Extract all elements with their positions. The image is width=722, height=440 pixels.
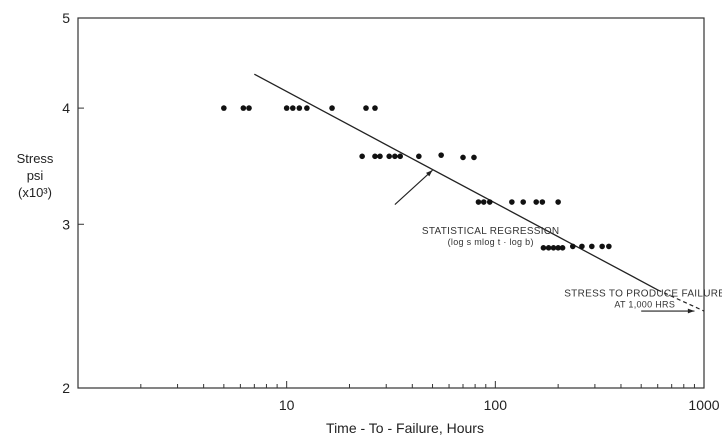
data-point: [372, 153, 378, 160]
data-point: [438, 152, 444, 158]
data-points: [221, 105, 612, 251]
data-point: [416, 153, 422, 160]
y-axis-label-line: psi: [26, 168, 44, 183]
data-point: [540, 245, 547, 251]
data-point: [520, 199, 526, 205]
data-point: [550, 245, 557, 251]
y-tick-label: 3: [62, 216, 70, 232]
annotation-text: AT 1,000 HRS: [614, 299, 675, 309]
y-axis-label-line: (x10³): [18, 185, 52, 200]
data-point: [559, 245, 566, 251]
data-point: [304, 105, 310, 111]
y-axis-ticks: 2 3 4 5: [62, 10, 84, 396]
plot-frame: [77, 17, 705, 389]
data-point: [296, 105, 303, 111]
y-tick-label: 4: [62, 100, 70, 116]
annotation-arrow: [394, 169, 433, 205]
data-point: [606, 243, 612, 250]
data-point: [240, 105, 247, 111]
data-point: [509, 199, 515, 205]
annotation-text: (log s mlog t · log b): [448, 237, 534, 247]
data-point: [283, 105, 290, 111]
data-point: [363, 105, 369, 111]
data-point: [545, 245, 552, 251]
data-point: [475, 199, 482, 205]
data-point: [397, 153, 403, 160]
y-axis-label: Stress psi (x10³): [8, 150, 62, 201]
data-point: [486, 199, 493, 205]
x-tick-label: 100: [484, 397, 508, 413]
x-tick-label: 1000: [688, 397, 719, 413]
annotation-arrowhead: [426, 170, 433, 177]
data-point: [377, 153, 383, 160]
data-point: [221, 105, 227, 111]
regression-lines: [254, 73, 705, 312]
x-axis-ticks: 10 100 1000: [140, 381, 720, 413]
data-point: [589, 243, 595, 250]
data-point: [533, 199, 540, 205]
data-point: [386, 153, 392, 160]
data-point: [579, 243, 585, 250]
data-point: [480, 199, 487, 205]
regression-line: [254, 73, 659, 291]
annotation-text: STRESS TO PRODUCE FAILURE: [564, 288, 722, 299]
data-point: [372, 105, 378, 111]
data-point: [329, 105, 335, 111]
data-point: [460, 154, 466, 161]
data-point: [392, 153, 398, 160]
annotation-arrowhead: [687, 308, 695, 314]
annotation-text: STATISTICAL REGRESSION: [422, 226, 560, 237]
x-tick-label: 10: [279, 397, 295, 413]
data-point: [359, 153, 365, 160]
data-point: [539, 199, 546, 205]
data-point: [471, 154, 477, 161]
y-tick-label: 2: [62, 380, 70, 396]
data-point: [569, 243, 576, 250]
data-point: [289, 105, 296, 111]
data-point: [246, 105, 252, 111]
regression-extrapolation: [657, 289, 705, 312]
x-axis-label: Time - To - Failure, Hours: [326, 420, 484, 436]
y-tick-label: 5: [62, 10, 70, 26]
data-point: [555, 199, 561, 205]
y-axis-label-line: Stress: [16, 151, 54, 166]
annotations: STATISTICAL REGRESSION(log s mlog t · lo…: [394, 169, 722, 314]
data-point: [555, 245, 561, 251]
data-point: [599, 243, 605, 250]
